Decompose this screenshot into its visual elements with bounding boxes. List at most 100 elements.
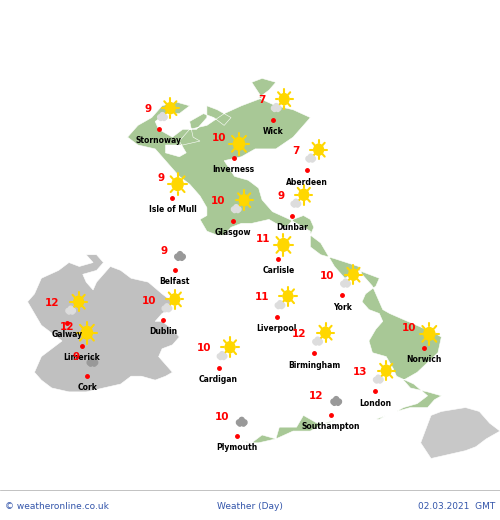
Text: 13: 13 <box>352 367 367 377</box>
Text: 10: 10 <box>320 271 334 281</box>
Text: Cardigan: Cardigan <box>199 375 238 384</box>
Circle shape <box>375 379 378 383</box>
Circle shape <box>291 201 295 206</box>
Circle shape <box>348 269 358 280</box>
Circle shape <box>172 178 183 190</box>
Text: Dunbar: Dunbar <box>276 223 308 231</box>
Circle shape <box>331 399 336 404</box>
Circle shape <box>424 328 435 340</box>
Text: 02.03.2021  GMT: 02.03.2021 GMT <box>418 502 495 511</box>
Circle shape <box>318 341 321 345</box>
Circle shape <box>158 115 162 120</box>
Circle shape <box>74 296 84 307</box>
Text: Belfast: Belfast <box>160 278 190 287</box>
Circle shape <box>242 420 247 425</box>
Circle shape <box>346 283 349 287</box>
Circle shape <box>164 304 170 309</box>
Text: 7: 7 <box>258 95 265 106</box>
Circle shape <box>218 355 222 359</box>
Circle shape <box>332 401 336 406</box>
Circle shape <box>314 144 324 155</box>
Circle shape <box>66 308 70 313</box>
Text: Norwich: Norwich <box>406 355 442 363</box>
Circle shape <box>236 420 241 425</box>
Circle shape <box>159 116 162 121</box>
Text: 9: 9 <box>144 105 152 114</box>
Circle shape <box>274 103 278 109</box>
Text: 9: 9 <box>160 246 167 256</box>
Circle shape <box>312 157 316 161</box>
Circle shape <box>176 256 180 261</box>
Circle shape <box>346 281 350 286</box>
Circle shape <box>343 279 348 284</box>
Text: Aberdeen: Aberdeen <box>286 177 328 187</box>
Circle shape <box>223 354 227 358</box>
Text: 12: 12 <box>45 298 60 308</box>
Circle shape <box>296 203 300 207</box>
Text: Carlisle: Carlisle <box>262 266 294 275</box>
Circle shape <box>276 304 280 308</box>
Text: 10: 10 <box>212 133 226 143</box>
Circle shape <box>272 107 276 111</box>
Circle shape <box>70 310 74 314</box>
Circle shape <box>232 209 236 213</box>
Circle shape <box>283 291 293 302</box>
Circle shape <box>160 113 165 118</box>
Circle shape <box>334 397 339 402</box>
Text: 10: 10 <box>210 197 225 206</box>
Circle shape <box>308 154 313 160</box>
Circle shape <box>299 189 308 200</box>
Circle shape <box>234 205 238 210</box>
Circle shape <box>178 252 182 257</box>
Text: 10: 10 <box>142 295 156 306</box>
Circle shape <box>238 422 242 426</box>
Circle shape <box>168 306 172 310</box>
Text: Galway: Galway <box>52 330 83 339</box>
Text: Cork: Cork <box>78 383 97 392</box>
Text: 11: 11 <box>256 234 270 244</box>
Circle shape <box>277 106 281 110</box>
Circle shape <box>340 281 345 286</box>
Polygon shape <box>420 408 500 459</box>
Circle shape <box>225 342 235 353</box>
Circle shape <box>378 379 382 383</box>
Circle shape <box>280 94 289 105</box>
Circle shape <box>272 106 276 110</box>
Circle shape <box>92 361 96 366</box>
Text: 9: 9 <box>278 191 285 201</box>
Circle shape <box>232 207 235 212</box>
Circle shape <box>306 157 310 161</box>
Circle shape <box>220 352 224 357</box>
Circle shape <box>88 361 92 366</box>
Text: Plymouth: Plymouth <box>216 443 257 452</box>
Text: Isle of Mull: Isle of Mull <box>148 205 196 214</box>
Text: Liverpool: Liverpool <box>256 324 296 333</box>
Circle shape <box>314 341 318 345</box>
Circle shape <box>382 365 391 376</box>
Circle shape <box>72 308 76 313</box>
Circle shape <box>280 303 285 307</box>
Polygon shape <box>28 255 180 392</box>
Text: 12: 12 <box>60 322 74 332</box>
Text: 12: 12 <box>292 329 306 339</box>
Circle shape <box>278 239 289 251</box>
Circle shape <box>307 158 311 162</box>
Circle shape <box>222 355 226 359</box>
Circle shape <box>181 254 186 259</box>
Circle shape <box>163 115 167 120</box>
Text: Dublin: Dublin <box>150 327 178 336</box>
Circle shape <box>318 340 322 344</box>
Text: Stornoway: Stornoway <box>136 136 182 145</box>
Circle shape <box>296 201 300 206</box>
Circle shape <box>336 401 340 406</box>
Circle shape <box>376 375 380 381</box>
Circle shape <box>310 158 314 162</box>
Circle shape <box>292 203 296 207</box>
Text: 7: 7 <box>292 146 300 156</box>
Text: Limerick: Limerick <box>64 354 100 362</box>
Text: 11: 11 <box>254 292 269 303</box>
Circle shape <box>240 194 249 206</box>
Circle shape <box>164 307 167 311</box>
Circle shape <box>68 306 73 311</box>
Text: Birmingham: Birmingham <box>288 360 341 370</box>
